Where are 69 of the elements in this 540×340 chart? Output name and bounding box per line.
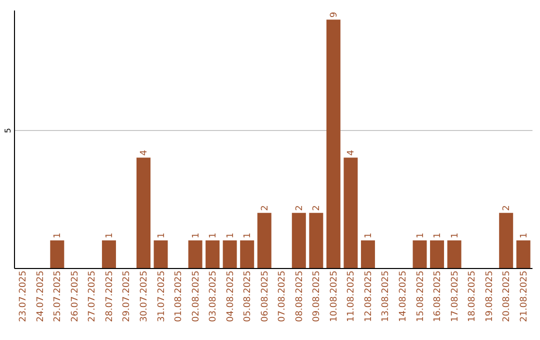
x-tick-label: 16.08.2025 bbox=[433, 270, 444, 322]
x-tick-label: 24.07.2025 bbox=[36, 270, 46, 322]
data-label: 1 bbox=[519, 232, 530, 238]
bar bbox=[499, 212, 514, 268]
x-tick-label: 08.08.2025 bbox=[294, 270, 305, 322]
data-label: 2 bbox=[260, 205, 270, 211]
bar bbox=[257, 212, 272, 268]
x-tick-label: 26.07.2025 bbox=[70, 270, 80, 322]
x-tick-label: 20.08.2025 bbox=[502, 270, 512, 322]
data-label: 9 bbox=[329, 12, 340, 18]
bar bbox=[516, 240, 530, 268]
data-label: 1 bbox=[226, 232, 236, 238]
x-tick-label: 06.08.2025 bbox=[260, 270, 270, 322]
bar bbox=[447, 240, 462, 268]
bar bbox=[430, 240, 444, 268]
x-tick-label: 23.07.2025 bbox=[18, 270, 29, 322]
x-tick-label: 07.08.2025 bbox=[278, 270, 288, 322]
data-label: 1 bbox=[208, 232, 219, 238]
bar bbox=[412, 240, 427, 268]
data-label: 2 bbox=[502, 205, 512, 211]
bar bbox=[326, 20, 340, 268]
data-label: 2 bbox=[294, 205, 305, 211]
data-label: 1 bbox=[243, 232, 254, 238]
x-tick-label: 12.08.2025 bbox=[364, 270, 374, 322]
data-label: 4 bbox=[346, 150, 357, 156]
x-tick-label: 09.08.2025 bbox=[312, 270, 322, 322]
bar bbox=[136, 158, 150, 268]
x-tick-label: 15.08.2025 bbox=[416, 270, 426, 322]
bar bbox=[344, 158, 358, 268]
bar bbox=[102, 240, 116, 268]
bar bbox=[292, 212, 306, 268]
x-tick-label: 31.07.2025 bbox=[156, 270, 167, 322]
data-label: 2 bbox=[312, 205, 322, 211]
x-tick-label: 02.08.2025 bbox=[191, 270, 202, 322]
x-tick-label: 03.08.2025 bbox=[208, 270, 219, 322]
x-tick-label: 04.08.2025 bbox=[226, 270, 236, 322]
bar bbox=[309, 212, 324, 268]
x-tick-label: 28.07.2025 bbox=[104, 270, 115, 322]
data-label: 1 bbox=[104, 232, 115, 238]
x-tick-label: 10.08.2025 bbox=[329, 270, 340, 322]
data-label: 1 bbox=[450, 232, 460, 238]
bar bbox=[188, 240, 202, 268]
x-tick-label: 19.08.2025 bbox=[484, 270, 495, 322]
x-tick-label: 17.08.2025 bbox=[450, 270, 460, 322]
y-tick-label: 5 bbox=[4, 128, 12, 134]
x-tick-label: 27.07.2025 bbox=[88, 270, 98, 322]
x-tick-label: 25.07.2025 bbox=[53, 270, 64, 322]
x-tick-label: 21.08.2025 bbox=[519, 270, 530, 322]
x-tick-label: 11.08.2025 bbox=[346, 270, 357, 322]
data-label: 1 bbox=[156, 232, 167, 238]
data-label: 1 bbox=[53, 232, 64, 238]
x-tick-label: 13.08.2025 bbox=[381, 270, 392, 322]
x-tick-label: 29.07.2025 bbox=[122, 270, 132, 322]
x-tick-label: 18.08.2025 bbox=[468, 270, 478, 322]
x-tick-label: 05.08.2025 bbox=[243, 270, 254, 322]
bar bbox=[154, 240, 168, 268]
bar bbox=[222, 240, 237, 268]
bar bbox=[240, 240, 254, 268]
data-label: 4 bbox=[140, 150, 150, 156]
x-tick-label: 14.08.2025 bbox=[398, 270, 408, 322]
data-label: 1 bbox=[433, 232, 444, 238]
bar bbox=[360, 240, 375, 268]
bar bbox=[50, 240, 64, 268]
bar bbox=[206, 240, 220, 268]
x-tick-label: 01.08.2025 bbox=[174, 270, 184, 322]
data-label: 1 bbox=[416, 232, 426, 238]
data-label: 1 bbox=[364, 232, 374, 238]
data-label: 1 bbox=[191, 232, 202, 238]
x-tick-label: 30.07.2025 bbox=[140, 270, 150, 322]
